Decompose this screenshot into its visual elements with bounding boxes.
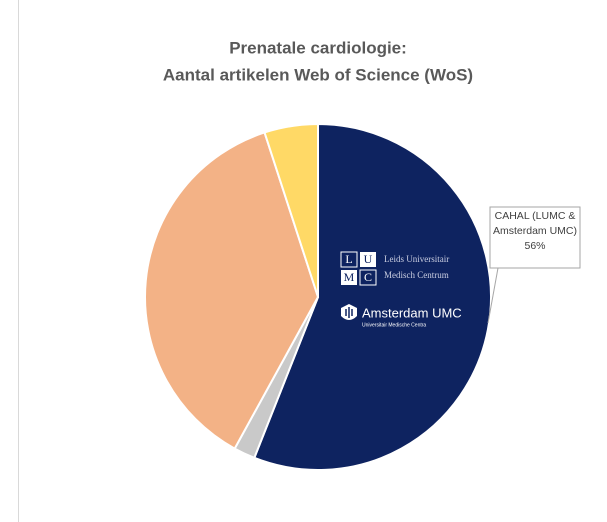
- slice-label: CAHAL (LUMC & Amsterdam UMC): [492, 210, 577, 237]
- value-label: 56%: [524, 240, 546, 252]
- pie-slice: [144, 131, 320, 450]
- logo-text: Leids Universitair: [384, 254, 449, 264]
- chart-title: Aantal artikelen Web of Science (WoS): [163, 65, 473, 84]
- logo-text: Universitair Medische Centra: [362, 322, 426, 328]
- lumc-logo: L U M C Leids Universitair Medisch Centr…: [340, 251, 449, 286]
- chart-title: Prenatale cardiologie:: [229, 38, 407, 57]
- svg-text:L: L: [345, 252, 352, 266]
- leader-line: [487, 267, 499, 324]
- callout-box: [489, 206, 581, 269]
- pie-slice: [253, 122, 492, 471]
- pie-slice: [263, 122, 319, 298]
- svg-text:M: M: [344, 270, 355, 284]
- callout: CAHAL (LUMC & Amsterdam UMC) 56%: [490, 209, 580, 254]
- svg-text:U: U: [364, 252, 373, 266]
- svg-text:C: C: [364, 270, 372, 284]
- amc-logo: Amsterdam UMC Universitair Medische Cent…: [341, 304, 462, 328]
- pie: [144, 122, 492, 471]
- logo-text: Amsterdam UMC: [362, 305, 462, 320]
- logo-text: Medisch Centrum: [384, 270, 449, 280]
